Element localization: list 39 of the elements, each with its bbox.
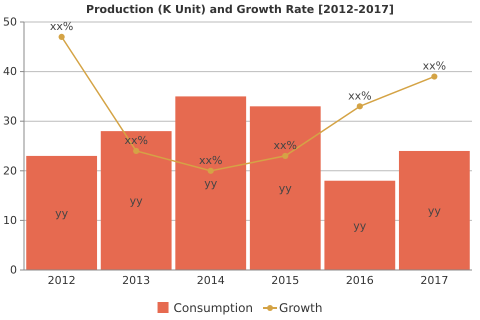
data-label: xx% (124, 134, 148, 147)
bar (175, 96, 246, 270)
data-label: xx% (422, 60, 446, 73)
x-tick-label: 2017 (420, 274, 448, 287)
point (133, 148, 140, 154)
y-tick-label: 10 (3, 214, 17, 227)
y-tick-label: 50 (3, 16, 17, 29)
legend-label: Consumption (174, 301, 254, 315)
x-tick-label: 2012 (48, 274, 76, 287)
point (431, 73, 438, 80)
data-label: yy (278, 182, 292, 196)
chart-title: Production (K Unit) and Growth Rate [2012-2017] (86, 3, 394, 16)
y-tick-label: 40 (3, 65, 17, 78)
bar (324, 180, 396, 270)
x-tick-label: 2015 (271, 274, 300, 287)
data-label: yy (204, 177, 218, 190)
data-label: xx% (274, 138, 298, 152)
legend-label: Growth (279, 301, 322, 315)
data-label: xx% (50, 20, 74, 33)
data-label: yy (130, 194, 144, 208)
point (282, 152, 288, 160)
point (208, 168, 214, 174)
x-tick-label: 2016 (346, 274, 374, 287)
point (356, 103, 363, 110)
bar (100, 131, 172, 270)
data-label: xx% (198, 154, 222, 167)
data-label: yy (55, 206, 69, 220)
bar (398, 150, 470, 270)
bar (250, 106, 321, 270)
x-tick-label: 2013 (122, 274, 150, 287)
bar (26, 156, 98, 270)
data-label: xx% (348, 89, 372, 102)
y-tick-label: 30 (3, 114, 17, 128)
point (58, 34, 65, 40)
data-label: yy (353, 219, 367, 232)
y-tick-label: 20 (3, 164, 17, 178)
data-label: yy (428, 204, 442, 218)
x-tick-label: 2014 (196, 274, 225, 287)
y-tick-label: 0 (10, 264, 17, 277)
